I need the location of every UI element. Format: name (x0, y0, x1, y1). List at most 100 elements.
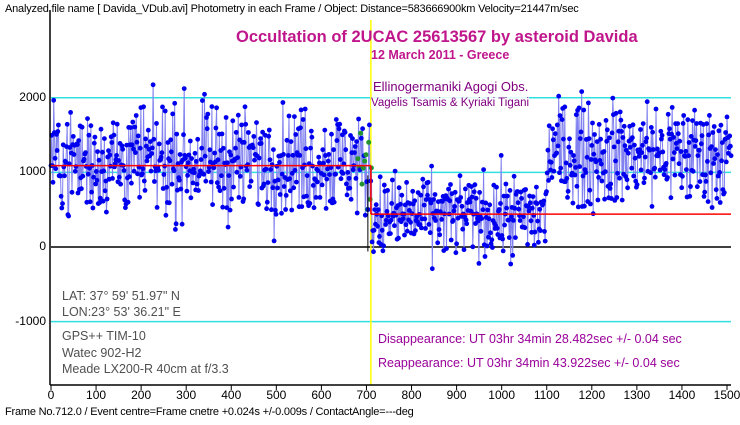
data-point (699, 133, 705, 139)
data-point (522, 225, 528, 231)
data-point (429, 163, 434, 169)
data-point (177, 177, 182, 183)
data-point (388, 217, 394, 223)
data-point (50, 179, 56, 185)
data-point (168, 137, 174, 143)
data-point (75, 190, 81, 196)
data-point (309, 134, 315, 140)
data-point (79, 124, 85, 130)
data-point (89, 189, 94, 195)
data-point (419, 225, 424, 231)
data-point (189, 156, 195, 161)
data-point (467, 199, 473, 205)
data-point (381, 182, 387, 188)
data-point (220, 204, 226, 210)
data-point (619, 197, 625, 203)
data-point (71, 152, 77, 157)
data-point (494, 225, 500, 231)
data-point (565, 195, 570, 200)
data-point (194, 181, 200, 187)
data-point (388, 231, 393, 237)
data-point (160, 104, 165, 110)
data-point (574, 183, 580, 189)
data-point (135, 171, 140, 177)
data-point (304, 193, 309, 199)
data-point (544, 189, 549, 195)
data-point (471, 189, 477, 195)
data-point (604, 138, 610, 144)
header-info: Analyzed file name [ Davida_VDub.avi] Ph… (5, 3, 579, 15)
data-point (181, 86, 187, 91)
data-point (228, 152, 234, 158)
data-point (595, 197, 601, 203)
data-point (390, 177, 395, 183)
data-point (631, 173, 637, 179)
data-point (214, 105, 220, 111)
data-point (345, 170, 351, 175)
data-point (202, 91, 207, 97)
data-point (427, 230, 433, 236)
data-point (170, 111, 176, 117)
data-point (398, 201, 403, 207)
data-point (277, 192, 283, 197)
data-point (531, 242, 537, 248)
data-point (694, 184, 700, 190)
data-point (614, 195, 620, 200)
data-point (512, 205, 518, 211)
data-point (513, 235, 518, 241)
data-point (114, 153, 119, 158)
data-point (306, 161, 312, 167)
data-point (669, 105, 675, 110)
data-point (727, 133, 733, 139)
data-point (555, 143, 561, 149)
data-point (158, 154, 164, 160)
data-point (286, 113, 292, 119)
data-point (254, 120, 259, 125)
data-point (496, 207, 502, 212)
data-point (661, 172, 667, 178)
data-point (64, 121, 70, 127)
data-point (137, 145, 143, 151)
data-point (544, 170, 550, 176)
data-point (586, 100, 591, 106)
data-point (120, 146, 126, 152)
data-point (151, 136, 157, 142)
data-point (542, 229, 547, 234)
data-point (75, 142, 80, 147)
data-point (679, 185, 685, 191)
data-point (132, 124, 138, 130)
data-point (457, 173, 463, 179)
data-point (603, 118, 609, 123)
data-point (426, 222, 432, 227)
data-point (173, 227, 178, 232)
data-point (250, 145, 256, 151)
data-point (486, 216, 492, 222)
data-point (644, 99, 650, 105)
data-point (311, 205, 317, 211)
data-point (372, 207, 378, 213)
data-point (575, 204, 581, 210)
data-point (641, 180, 647, 186)
data-point (508, 261, 514, 267)
data-point (464, 221, 470, 227)
data-point (284, 137, 290, 143)
data-point (712, 156, 718, 162)
data-point (131, 146, 136, 152)
data-point (212, 150, 218, 156)
data-point (375, 207, 381, 213)
data-point (377, 234, 382, 239)
data-point (404, 180, 409, 185)
data-point (519, 196, 524, 201)
data-point (648, 170, 653, 176)
data-point (717, 170, 722, 175)
data-point (552, 131, 558, 137)
data-point (709, 205, 715, 210)
data-point (256, 155, 262, 161)
data-point (133, 113, 139, 118)
data-point (658, 128, 664, 134)
data-point (613, 110, 619, 116)
chart-subtitle: 12 March 2011 - Greece (371, 48, 510, 62)
data-point (609, 130, 615, 136)
data-point (665, 175, 670, 180)
